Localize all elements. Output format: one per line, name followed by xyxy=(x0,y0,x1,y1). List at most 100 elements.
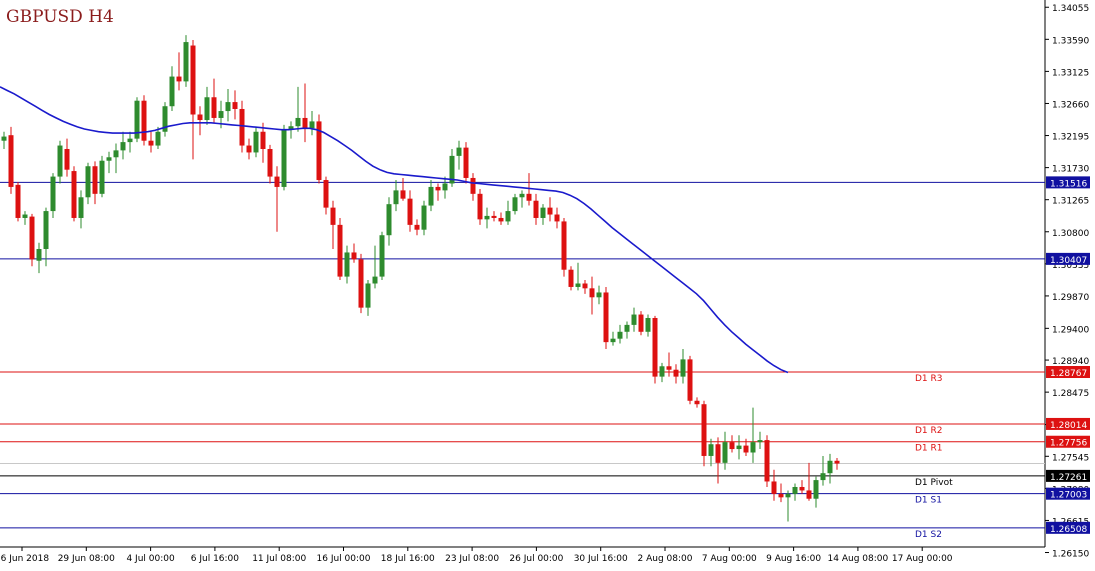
candle-body xyxy=(197,114,203,121)
y-tick-label: 1.32195 xyxy=(1052,133,1089,143)
candle-body xyxy=(155,131,161,146)
candle-body xyxy=(36,249,42,261)
candle-body xyxy=(428,186,434,206)
y-tick-label: 1.29870 xyxy=(1052,293,1089,303)
level-tag-label: D1 R1 xyxy=(915,444,943,454)
candle-body xyxy=(288,126,294,130)
x-tick-label: 29 Jun 08:00 xyxy=(58,554,115,564)
x-tick-label: 2 Aug 08:00 xyxy=(638,554,693,564)
candle-body xyxy=(456,147,462,156)
candle-body xyxy=(792,486,798,494)
y-tick-label: 1.26150 xyxy=(1052,550,1089,560)
candle-body xyxy=(211,97,217,118)
candle-body xyxy=(771,481,777,494)
y-tick-label: 1.27545 xyxy=(1052,453,1089,463)
level-tag-label: D1 Pivot xyxy=(915,478,953,488)
candle-body xyxy=(617,331,623,339)
candle-body xyxy=(463,147,469,178)
level-price-box xyxy=(1046,176,1090,189)
candle-body xyxy=(673,369,679,377)
candle-body xyxy=(57,145,63,177)
candle-body xyxy=(834,460,840,464)
candle-body xyxy=(449,155,455,184)
candle-body xyxy=(785,493,791,498)
candle-body xyxy=(631,314,637,325)
candle-body xyxy=(29,216,35,260)
candle-body xyxy=(540,207,546,218)
candle-body xyxy=(729,442,735,450)
candle-body xyxy=(715,444,721,463)
candle-body xyxy=(316,121,322,181)
candle-body xyxy=(365,283,371,308)
candle-body xyxy=(190,45,196,115)
y-tick-label: 1.34055 xyxy=(1052,4,1089,14)
candle-body xyxy=(253,131,259,153)
candle-body xyxy=(134,100,140,139)
level-price-label: 1.28767 xyxy=(1050,369,1087,379)
candle-body xyxy=(708,444,714,456)
candle-body xyxy=(484,215,490,220)
level-price-label: 1.31516 xyxy=(1050,179,1087,189)
candle-body xyxy=(694,400,700,405)
candle-body xyxy=(533,200,539,218)
candle-body xyxy=(344,252,350,277)
candle-body xyxy=(323,180,329,208)
candle-body xyxy=(225,102,231,112)
candle-body xyxy=(8,135,14,187)
candle-body xyxy=(71,171,77,218)
y-tick-label: 1.33590 xyxy=(1052,36,1089,46)
level-price-box xyxy=(1046,366,1090,379)
x-tick-label: 30 Jul 16:00 xyxy=(574,554,628,564)
y-tick-label: 1.31730 xyxy=(1052,165,1089,175)
candle-body xyxy=(575,283,581,287)
candle-body xyxy=(498,217,504,222)
candle-body xyxy=(337,224,343,277)
candle-body xyxy=(680,359,686,377)
candle-body xyxy=(218,111,224,118)
candle-body xyxy=(512,197,518,212)
candle-body xyxy=(407,198,413,225)
level-price-box xyxy=(1046,252,1090,265)
y-tick-label: 1.31265 xyxy=(1052,197,1089,207)
candle-body xyxy=(78,197,84,218)
candle-body xyxy=(85,166,91,198)
y-tick-label: 1.29400 xyxy=(1052,325,1089,335)
level-price-label: 1.26508 xyxy=(1050,525,1087,535)
candle-body xyxy=(526,193,532,201)
candle-body xyxy=(596,292,602,298)
level-price-box xyxy=(1046,487,1090,500)
candle-body xyxy=(582,283,588,289)
candle-body xyxy=(43,211,49,250)
candle-body xyxy=(330,207,336,225)
candle-body xyxy=(638,314,644,332)
candle-body xyxy=(358,259,364,308)
candle-body xyxy=(645,317,651,332)
candle-body xyxy=(204,97,210,121)
candle-body xyxy=(267,148,273,177)
candle-body xyxy=(666,366,672,370)
candle-body xyxy=(50,176,56,212)
candle-body xyxy=(568,269,574,287)
candle-body xyxy=(603,292,609,343)
candle-body xyxy=(610,338,616,343)
candle-body xyxy=(813,480,819,499)
candle-body xyxy=(295,117,301,127)
level-tag-label: D1 S1 xyxy=(915,496,942,506)
level-price-label: 1.27003 xyxy=(1050,491,1087,501)
candle-body xyxy=(519,193,525,198)
candle-body xyxy=(442,183,448,191)
x-tick-label: 14 Aug 08:00 xyxy=(828,554,889,564)
candle-body xyxy=(64,148,70,170)
candle-body xyxy=(113,150,119,158)
candle-body xyxy=(547,207,553,215)
y-tick-label: 1.32660 xyxy=(1052,100,1089,110)
level-price-box xyxy=(1046,521,1090,534)
candle-body xyxy=(589,288,595,298)
x-tick-label: 6 Jul 16:00 xyxy=(191,554,240,564)
x-tick-label: 9 Aug 16:00 xyxy=(766,554,821,564)
candle-body xyxy=(141,100,147,141)
candle-body xyxy=(183,42,189,82)
candle-body xyxy=(505,211,511,222)
level-price-label: 1.28014 xyxy=(1050,421,1087,431)
candle-body xyxy=(414,224,420,230)
